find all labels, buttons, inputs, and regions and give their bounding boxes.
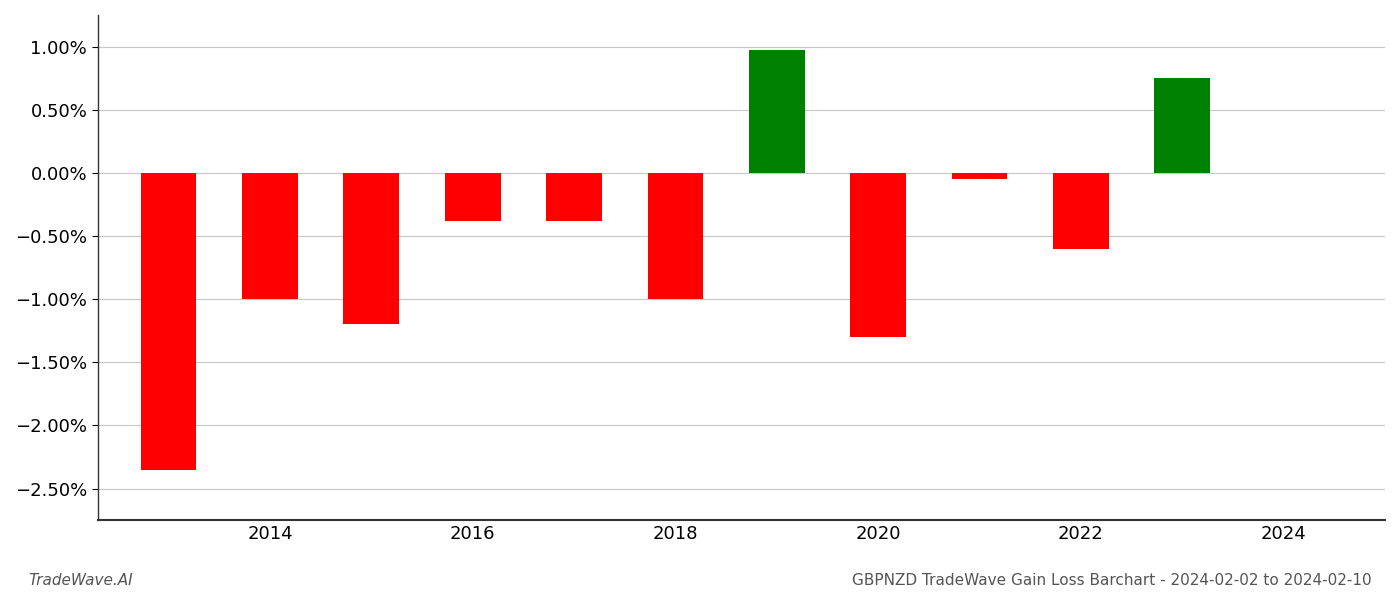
- Bar: [445, 173, 501, 221]
- Bar: [952, 173, 1008, 179]
- Bar: [141, 173, 196, 470]
- Bar: [850, 173, 906, 337]
- Bar: [1053, 173, 1109, 248]
- Bar: [343, 173, 399, 325]
- Bar: [546, 173, 602, 221]
- Bar: [749, 50, 805, 173]
- Bar: [1155, 78, 1210, 173]
- Text: TradeWave.AI: TradeWave.AI: [28, 573, 133, 588]
- Bar: [648, 173, 703, 299]
- Text: GBPNZD TradeWave Gain Loss Barchart - 2024-02-02 to 2024-02-10: GBPNZD TradeWave Gain Loss Barchart - 20…: [853, 573, 1372, 588]
- Bar: [242, 173, 298, 299]
